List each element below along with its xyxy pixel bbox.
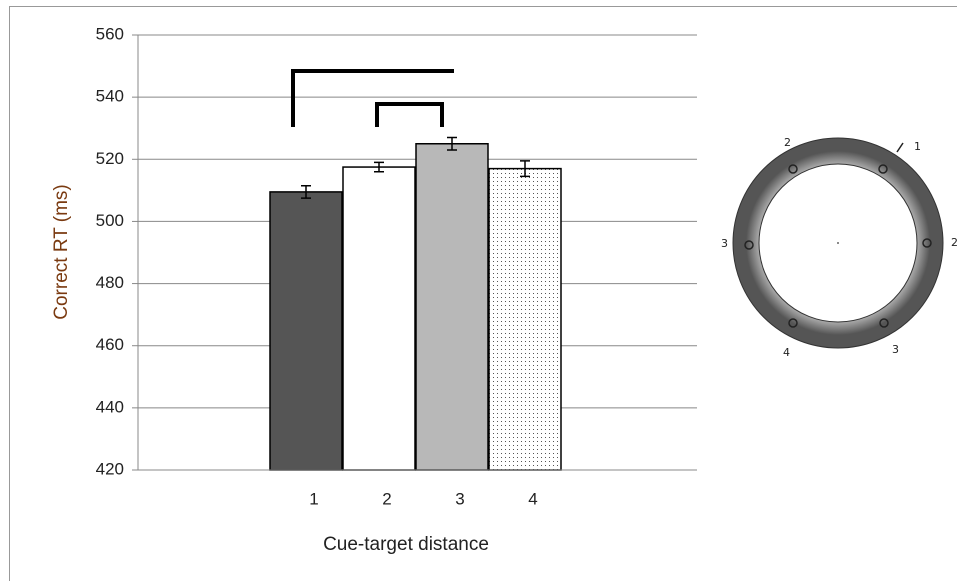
y-tick-label: 540: [96, 87, 124, 106]
chart: Correct RT (ms) Cue-target distance 4204…: [0, 0, 957, 581]
position-label: 4: [783, 346, 790, 359]
x-tick-label: 3: [455, 489, 464, 508]
bar: [270, 192, 342, 470]
position-label: 3: [721, 237, 728, 250]
position-label: 2: [951, 236, 957, 249]
x-tick-label: 1: [309, 489, 318, 508]
x-tick-label: 2: [382, 489, 391, 508]
position-label: 3: [892, 343, 899, 356]
ring-diagram: 2 1 3 2 4 3: [721, 136, 957, 359]
bracket: [377, 104, 442, 127]
y-tick-label: 500: [96, 211, 124, 230]
position-label: 1: [914, 140, 921, 153]
y-axis-label: Correct RT (ms): [51, 184, 72, 319]
cue-mark: [897, 143, 903, 152]
bar: [489, 169, 561, 470]
bar: [416, 144, 488, 470]
y-tick-label: 560: [96, 24, 124, 43]
bracket: [293, 71, 454, 127]
y-tick-label: 520: [96, 149, 124, 168]
x-axis-label: Cue-target distance: [323, 534, 489, 555]
y-tick-label: 440: [96, 397, 124, 416]
y-tick-label: 420: [96, 459, 124, 478]
fixation: [837, 242, 839, 244]
significance-brackets: [293, 71, 454, 127]
bar: [343, 167, 415, 470]
x-tick-label: 4: [528, 489, 537, 508]
plot: 420 440 460 480 500 520 540 560 1 2 3 4: [96, 24, 697, 508]
position-label: 2: [784, 136, 791, 149]
y-tick-label: 480: [96, 273, 124, 292]
y-tick-label: 460: [96, 335, 124, 354]
